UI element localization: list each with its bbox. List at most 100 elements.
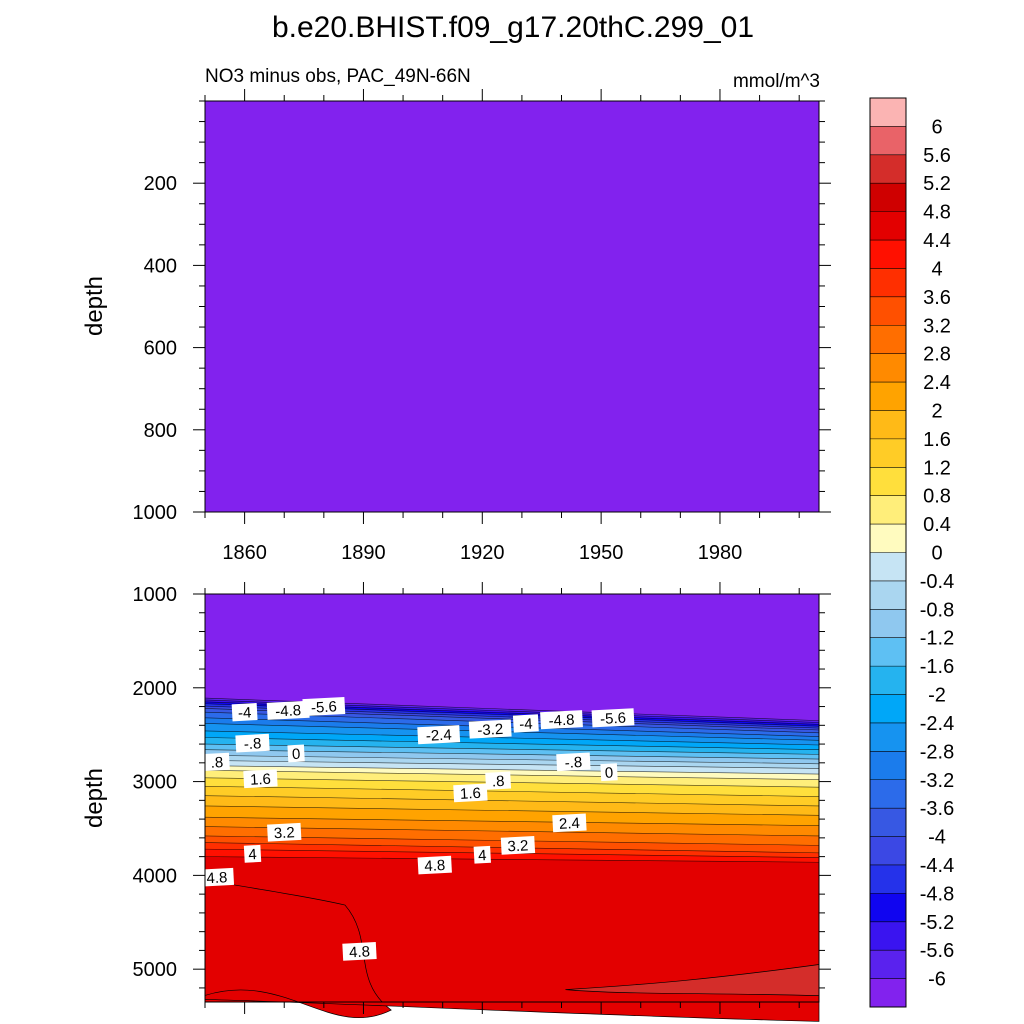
contour-label-text: -.8	[243, 735, 261, 753]
right-subtitle: mmol/m^3	[733, 71, 820, 92]
contour-line	[204, 765, 820, 775]
colorbar-label: -5.6	[920, 940, 954, 962]
colorbar-swatch	[870, 98, 906, 127]
colorbar-label: 1.6	[923, 429, 951, 451]
contour-label-text: -4	[238, 704, 252, 722]
contour-line	[204, 826, 820, 837]
colorbar-swatch	[870, 382, 906, 411]
colorbar-label: 4.8	[923, 202, 951, 224]
lower-y-axis-label: depth	[81, 768, 108, 828]
contour-label-box	[417, 855, 452, 875]
colorbar-swatch	[870, 495, 906, 525]
colorbar-label: -2	[928, 685, 946, 707]
colorbar-swatch	[870, 808, 906, 837]
colorbar-swatch	[870, 694, 906, 724]
contour-label: -2.4	[417, 725, 461, 745]
colorbar-label: 0	[931, 543, 942, 565]
y-tick-label: 600	[144, 338, 177, 360]
contour-label-box	[468, 719, 512, 739]
contour-label-box	[302, 696, 346, 717]
contour-label: -4	[231, 703, 258, 722]
figure-title: b.e20.BHIST.f09_g17.20thC.299_01	[272, 11, 754, 44]
contour-line	[204, 856, 820, 863]
colorbar-swatch	[870, 410, 906, 440]
contour-label: 1.6	[243, 769, 278, 789]
colorbar-swatch	[870, 296, 906, 326]
upper-panel-field	[205, 101, 819, 512]
colorbar-label: -2.8	[920, 741, 954, 763]
contour-label-box	[473, 845, 491, 864]
colorbar-label: 3.6	[923, 287, 951, 309]
contour-label: 4	[473, 845, 491, 864]
contour-label-box	[287, 744, 305, 763]
x-tick-label: 1980	[698, 542, 743, 564]
colorbar-swatch	[870, 637, 906, 667]
contour-label-box	[267, 822, 302, 842]
lower-contour-labels: -4 -4.8 -5.6 -2.4 -3.2 -4 -4.8 -5.6 -.8 0 .8 1.6 -.8…	[199, 696, 635, 961]
contour-line	[204, 723, 820, 741]
colorbar-swatch	[870, 126, 906, 156]
colorbar-swatch	[870, 438, 906, 468]
colorbar-swatch	[870, 552, 906, 582]
contour-label: 0	[600, 763, 618, 782]
colorbar-label: -3.6	[920, 798, 954, 820]
contour-label-text: .8	[491, 773, 504, 791]
y-tick-label: 2000	[133, 678, 178, 700]
upper-panel: 1860 1890 1920 1950 1980 200 400 600 800 1000 dep…	[81, 89, 831, 564]
contour-label-text: 4	[248, 846, 257, 863]
colorbar-label: 0.8	[923, 486, 951, 508]
colorbar-swatch	[870, 836, 906, 866]
contour-label-text: -4.8	[548, 712, 575, 730]
contour-label: 3.2	[500, 836, 536, 855]
colorbar-label: -2.4	[920, 713, 954, 735]
contour-label: -4	[512, 714, 539, 734]
colorbar-label: 4	[931, 258, 942, 280]
colorbar-label: -5.2	[920, 912, 954, 934]
contour-label-box	[556, 752, 591, 772]
colorbar-label: -0.8	[920, 599, 954, 621]
contour-label-box	[600, 763, 618, 782]
contour-line	[204, 737, 820, 750]
colorbar-frame	[869, 97, 907, 1008]
colorbar-label: -1.2	[920, 628, 954, 650]
contour-label-text: 0	[292, 746, 301, 763]
contour-label: 0	[287, 744, 305, 763]
contour-label-text: 0	[604, 764, 613, 781]
contour-label-box	[342, 941, 377, 961]
y-tick-label: 5000	[133, 959, 178, 981]
colorbar-label: 4.4	[923, 230, 951, 252]
colorbar-swatch	[870, 722, 906, 752]
y-tick-label: 1000	[133, 502, 178, 524]
x-tick-label: 1860	[222, 542, 267, 564]
contour-label: 4.8	[199, 867, 235, 887]
y-tick-label: 1000	[133, 584, 178, 606]
colorbar-swatch	[870, 467, 906, 497]
contour-label-text: -5.6	[311, 698, 338, 716]
contour-label-text: -5.6	[600, 710, 627, 728]
upper-panel-frame	[204, 100, 820, 513]
contour-label-box	[199, 867, 235, 887]
contour-line	[204, 743, 820, 755]
contour-label-box	[266, 700, 310, 720]
contour-label-text: 2.4	[559, 815, 581, 833]
x-tick-label: 1950	[579, 542, 624, 564]
contour-feature-west-tongue	[204, 879, 392, 1019]
contour-line	[204, 717, 820, 737]
contour-line	[204, 785, 820, 797]
colorbar-label: 0.4	[923, 514, 951, 536]
contour-label-text: 1.6	[460, 785, 482, 803]
contour-label-box	[485, 771, 512, 790]
colorbar-swatch	[870, 183, 906, 213]
colorbar-label: 2.4	[923, 372, 951, 394]
contour-label-box	[235, 733, 270, 753]
contour-label-text: .8	[210, 754, 223, 772]
colorbar-swatch	[870, 893, 906, 923]
contour-label-text: 1.6	[250, 771, 272, 789]
y-tick-label: 3000	[133, 772, 178, 794]
colorbar-swatch	[870, 666, 906, 695]
contour-label-text: 4.8	[424, 857, 446, 875]
contour-label-text: -4	[519, 716, 533, 734]
colorbar-label: -1.6	[920, 656, 954, 678]
y-tick-label: 4000	[133, 865, 178, 887]
